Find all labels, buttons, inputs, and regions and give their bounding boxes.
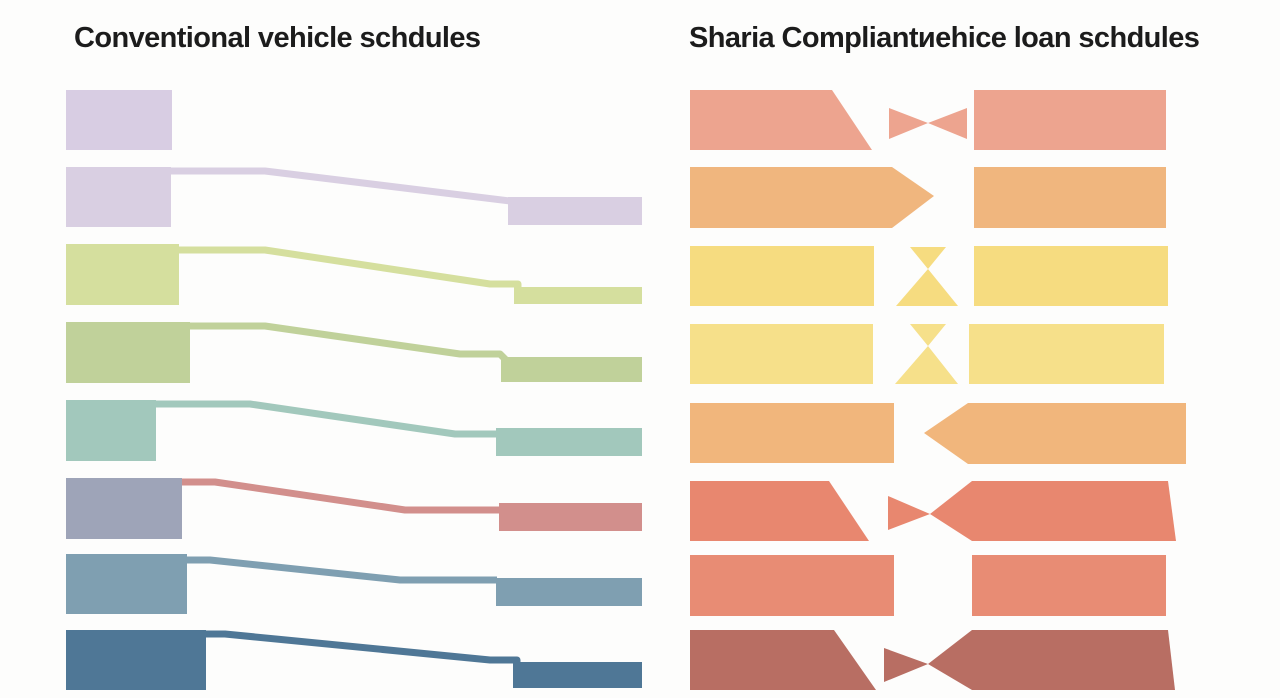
conventional-row — [66, 90, 172, 150]
start-block — [66, 400, 156, 461]
bowtie-connector — [884, 648, 928, 682]
right-shape — [974, 246, 1168, 306]
sharia-row — [690, 403, 1186, 464]
right-shape — [924, 403, 1186, 464]
left-shape — [690, 481, 869, 541]
end-block — [513, 662, 642, 688]
left-shape — [690, 324, 873, 384]
connector-line — [182, 478, 500, 514]
start-block — [66, 630, 206, 690]
right-shape — [974, 90, 1166, 150]
left-shape — [690, 167, 934, 228]
start-block — [66, 90, 172, 150]
conventional-row — [66, 244, 642, 305]
left-shape — [690, 403, 894, 463]
conventional-row — [66, 400, 642, 461]
sharia-row — [690, 555, 1166, 616]
sharia-schedule-panel — [690, 90, 1186, 690]
connector-line — [171, 167, 511, 205]
end-block — [508, 197, 642, 225]
connector-line — [187, 556, 497, 584]
conventional-row — [66, 167, 642, 227]
sharia-row — [690, 630, 1175, 690]
sharia-row — [690, 167, 1166, 228]
left-shape — [690, 630, 876, 690]
end-block — [496, 428, 642, 456]
right-shape — [972, 555, 1166, 616]
bowtie-connector — [888, 496, 930, 530]
right-shape — [930, 481, 1176, 541]
start-block — [66, 322, 190, 383]
end-block — [501, 357, 642, 382]
hourglass-connector — [895, 324, 958, 384]
start-block — [66, 167, 171, 227]
start-block — [66, 478, 182, 539]
left-shape — [690, 246, 874, 306]
conventional-row — [66, 630, 642, 690]
start-block — [66, 244, 179, 305]
right-shape — [974, 167, 1166, 228]
end-block — [499, 503, 642, 531]
right-shape — [928, 630, 1175, 690]
hourglass-connector — [896, 247, 958, 306]
end-block — [496, 578, 642, 606]
conventional-row — [66, 554, 642, 614]
sharia-row — [690, 90, 1166, 150]
conventional-row — [66, 478, 642, 539]
right-shape — [969, 324, 1164, 384]
connector-line — [156, 400, 497, 438]
left-shape — [690, 555, 894, 616]
connector-line — [206, 630, 521, 664]
left-shape — [690, 90, 872, 150]
sharia-row — [690, 246, 1168, 306]
end-block — [514, 287, 642, 304]
connector-line — [190, 322, 509, 363]
sharia-row — [690, 481, 1176, 541]
conventional-schedule-panel — [66, 90, 642, 690]
bowtie-connector — [889, 108, 967, 139]
conventional-schedule-title: Conventional vehicle schdules — [74, 22, 481, 54]
start-block — [66, 554, 187, 614]
sharia-row — [690, 324, 1164, 384]
connector-line — [179, 246, 522, 290]
conventional-row — [66, 322, 642, 383]
sharia-schedule-title: Sharia Compliantиehice loan schdules — [689, 22, 1200, 54]
